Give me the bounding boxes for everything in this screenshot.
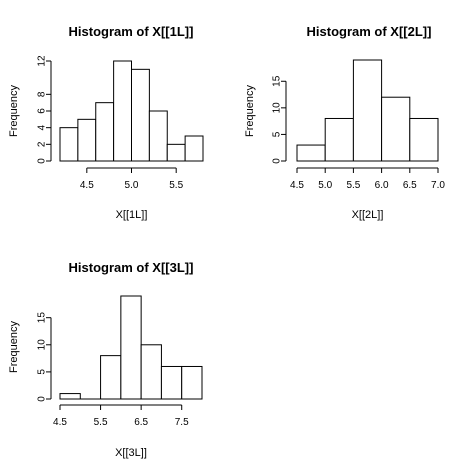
y-tick-label: 5	[272, 131, 283, 137]
chart-title: Histogram of X[[2L]]	[307, 24, 432, 39]
histogram-panel-1: Histogram of X[[1L]] 4.5 5.0 5.5 0 2 4 6 8 12 X[[1…	[8, 24, 204, 221]
x-axis-label: X[[2L]]	[352, 209, 384, 221]
y-tick-label: 15	[37, 312, 48, 324]
y-tick-label: 2	[37, 141, 48, 147]
y-tick-label: 8	[37, 91, 48, 97]
x-tick-label: 5.0	[125, 180, 139, 191]
y-tick-label: 12	[37, 55, 48, 67]
histogram-bar	[381, 96, 411, 162]
x-tick-label: 5.5	[346, 180, 360, 191]
y-tick-label: 10	[272, 102, 283, 114]
y-tick-label: 0	[37, 158, 48, 164]
y-tick-label: 10	[37, 339, 48, 351]
x-tick-label: 6.5	[403, 180, 417, 191]
histogram-bar	[181, 365, 203, 400]
x-tick-label: 4.5	[80, 180, 94, 191]
histogram-bar	[352, 59, 383, 162]
y-tick-label: 4	[37, 124, 48, 130]
y-axis-label: Frequency	[8, 321, 20, 373]
x-tick-label: 6.0	[375, 180, 389, 191]
y-tick-label: 6	[37, 108, 48, 114]
histogram-bar	[113, 60, 132, 162]
histogram-bar	[120, 295, 142, 400]
chart-title: Histogram of X[[3L]]	[69, 260, 194, 275]
histogram-bar	[324, 117, 354, 162]
y-axis-label: Frequency	[8, 85, 20, 137]
histogram-bar	[184, 135, 204, 162]
histogram-bar	[409, 117, 439, 162]
x-tick-label: 4.5	[290, 180, 304, 191]
x-tick-label: 6.5	[134, 417, 148, 428]
x-tick-label: 4.5	[53, 417, 67, 428]
histogram-bar	[148, 110, 168, 162]
y-tick-label: 15	[272, 75, 283, 87]
y-tick-label: 0	[37, 396, 48, 402]
histogram-bar	[95, 102, 115, 162]
histogram-panel-3: Histogram of X[[3L]] 4.5 5.5 6.5 7.5 0 5 10 15 X[…	[8, 260, 203, 459]
histogram-bar	[160, 365, 183, 400]
histogram-bar	[131, 68, 150, 162]
histogram-bar	[140, 344, 162, 400]
histogram-panel-2: Histogram of X[[2L]] 4.5 5.0 5.5 6.0 6.5 7.0 0 5…	[244, 24, 445, 221]
histogram-bar	[296, 144, 326, 162]
histogram-bar	[59, 127, 79, 162]
x-tick-label: 5.0	[318, 180, 332, 191]
chart-title: Histogram of X[[1L]]	[69, 24, 194, 39]
y-axis-label: Frequency	[244, 85, 256, 137]
x-tick-label: 5.5	[94, 417, 108, 428]
y-tick-label: 0	[272, 158, 283, 164]
x-tick-label: 5.5	[169, 180, 183, 191]
histogram-bar	[59, 393, 81, 400]
y-tick-label: 5	[37, 369, 48, 375]
histogram-bar	[166, 143, 186, 162]
histogram-bar	[100, 355, 122, 400]
histogram-bar	[77, 118, 97, 162]
x-tick-label: 7.0	[431, 180, 445, 191]
x-tick-label: 7.5	[175, 417, 189, 428]
x-axis-label: X[[3L]]	[115, 447, 147, 459]
x-axis-label: X[[1L]]	[116, 209, 148, 221]
